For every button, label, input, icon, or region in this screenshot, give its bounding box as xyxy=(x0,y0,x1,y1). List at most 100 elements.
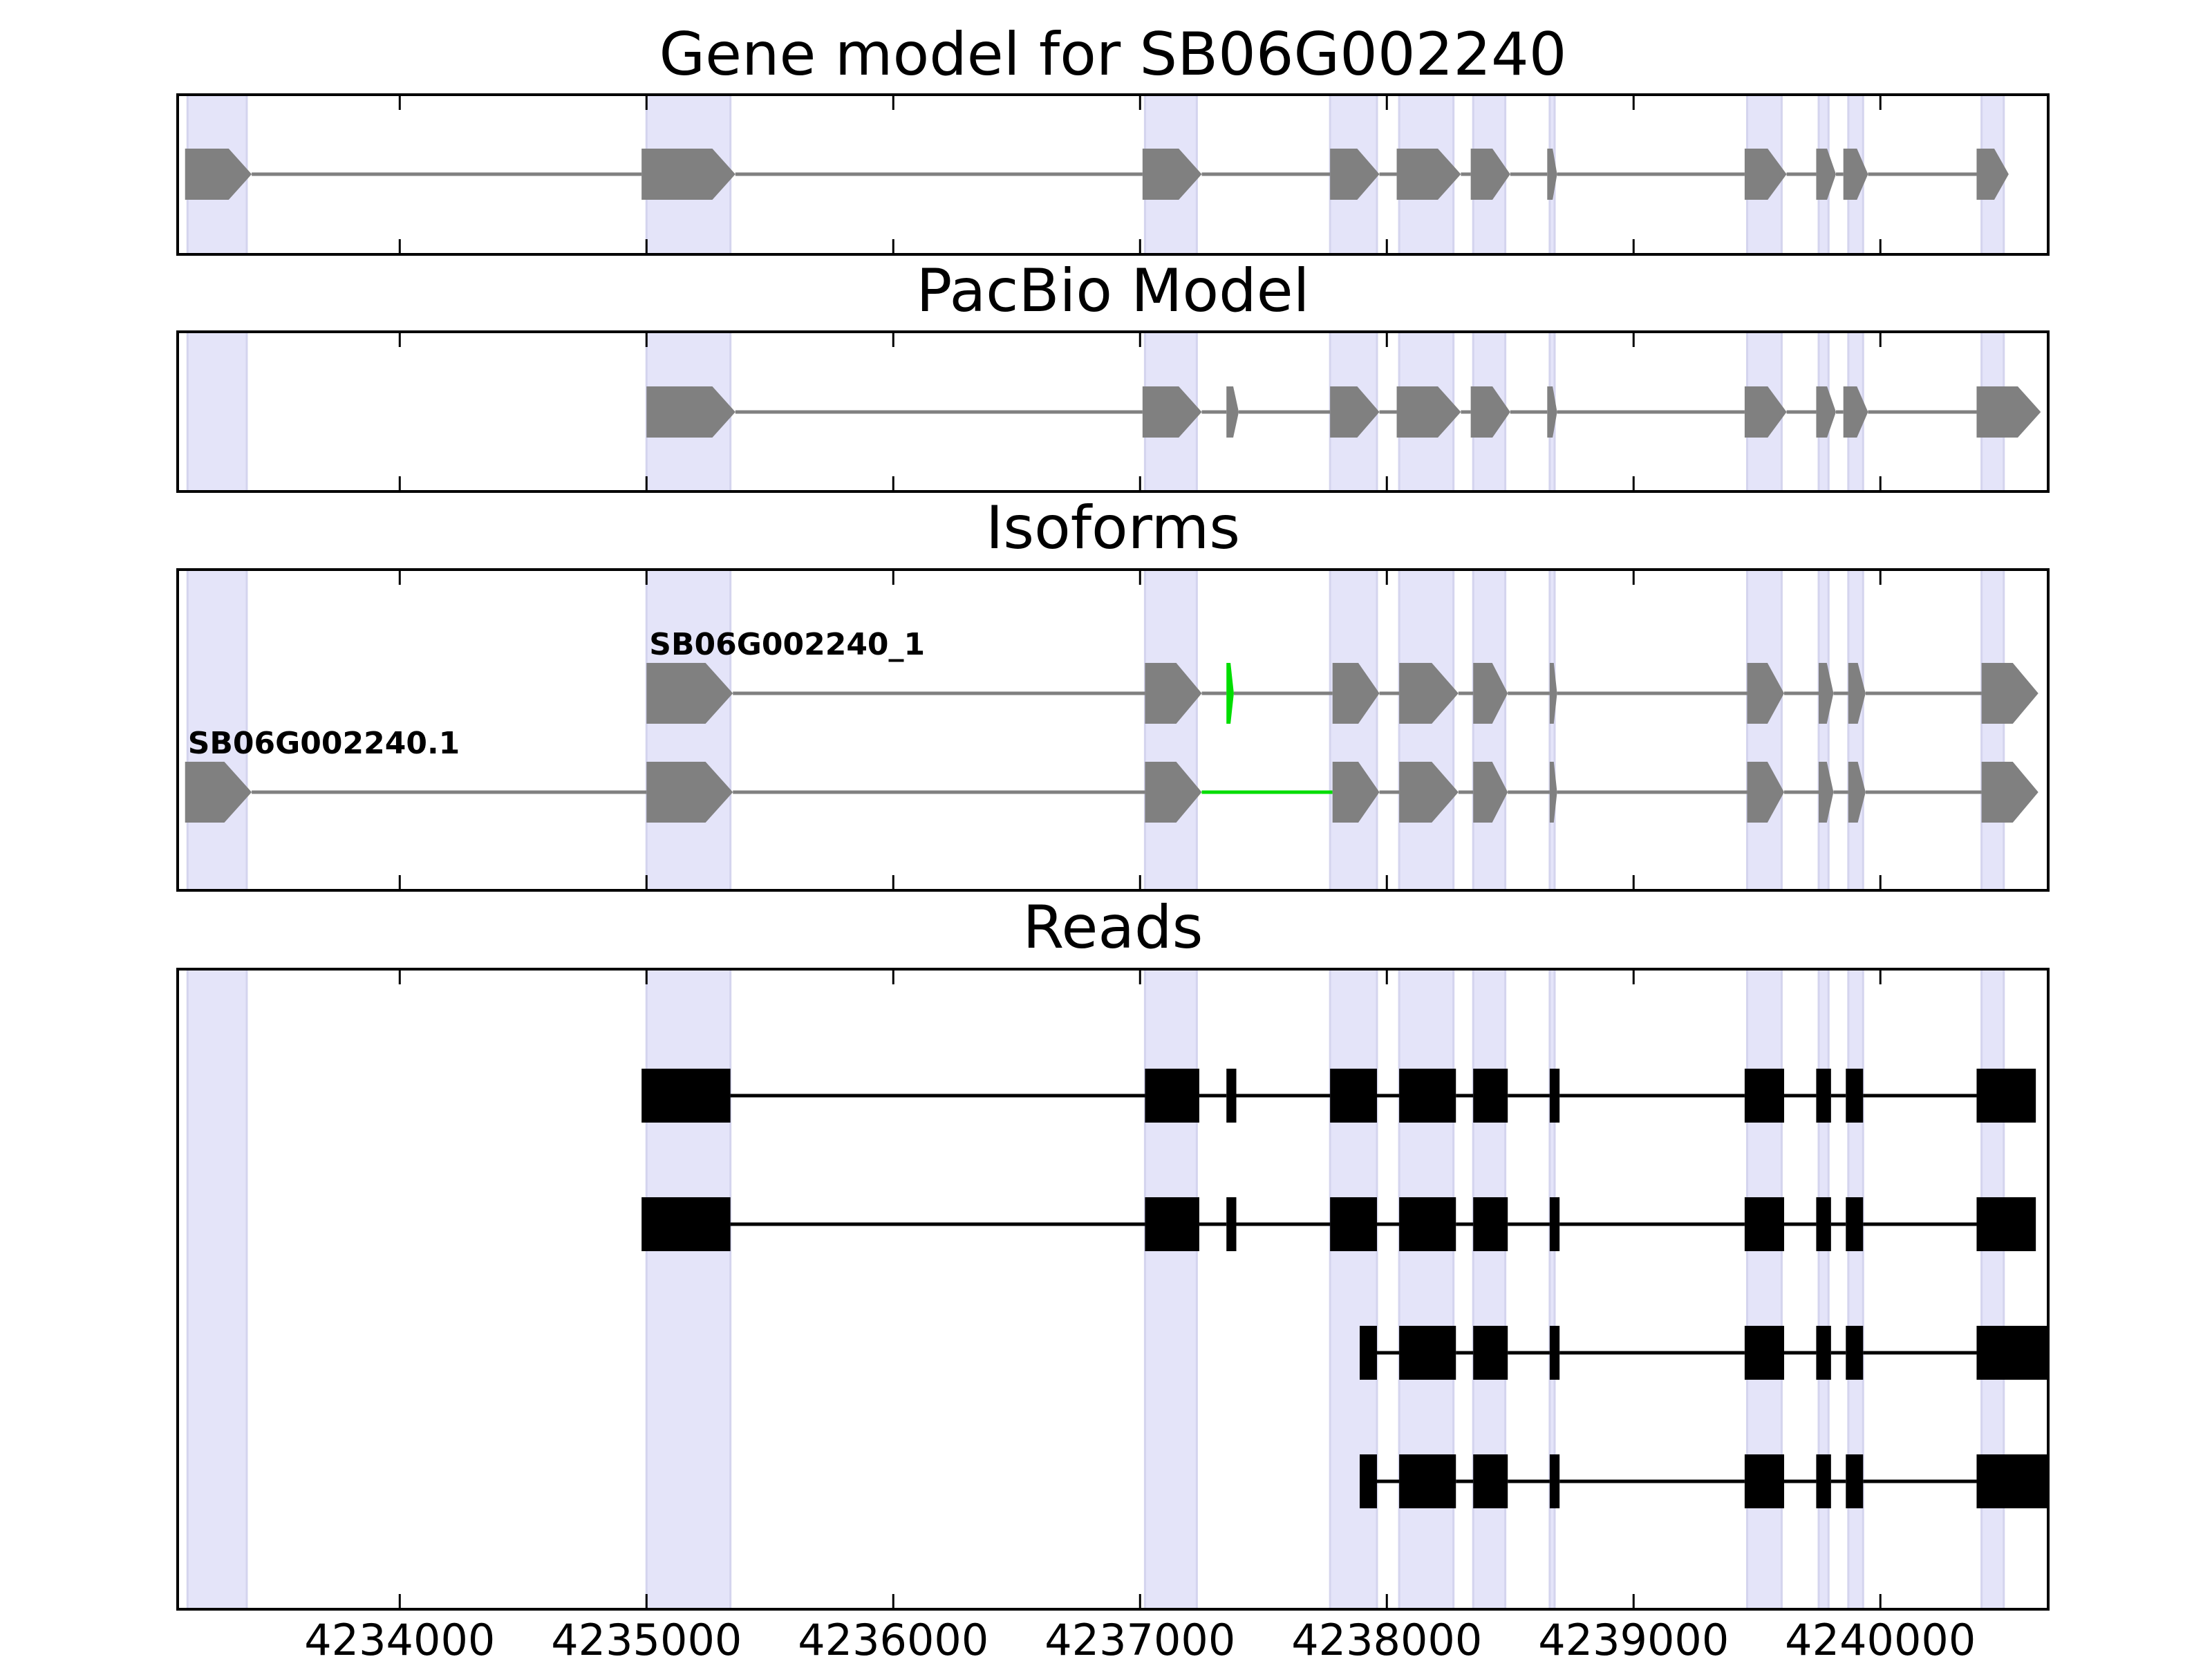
read-exon xyxy=(1549,1454,1560,1508)
x-tick-label: 4236000 xyxy=(798,1615,988,1659)
x-tick-label: 4238000 xyxy=(1291,1615,1482,1659)
x-tick-label: 4239000 xyxy=(1538,1615,1729,1659)
read-exon xyxy=(1816,1069,1831,1123)
highlight-region xyxy=(1329,968,1378,1611)
exon-arrow xyxy=(646,386,735,438)
highlight-region xyxy=(1143,568,1198,892)
highlight-region xyxy=(1817,968,1830,1611)
read-exon xyxy=(1744,1069,1785,1123)
exon-arrow xyxy=(1981,762,2038,823)
exon-arrow xyxy=(641,149,735,200)
exon-arrow xyxy=(1399,762,1459,823)
exon-arrow xyxy=(1226,386,1239,438)
read-exon xyxy=(1549,1069,1560,1123)
highlight-region xyxy=(1329,568,1378,892)
read-exon xyxy=(1145,1197,1199,1251)
read-exon xyxy=(1816,1326,1831,1380)
read-exon xyxy=(1330,1197,1377,1251)
read-exon xyxy=(1226,1197,1237,1251)
exon-arrow xyxy=(1976,386,2041,438)
exon-arrow xyxy=(1226,663,1234,724)
read-exon xyxy=(1399,1326,1456,1380)
exon-arrow xyxy=(1332,663,1380,724)
exon-arrow xyxy=(1332,762,1380,823)
panel-frame xyxy=(176,330,2050,493)
highlight-region xyxy=(1143,968,1198,1611)
exon-arrow xyxy=(1396,149,1461,200)
exon-arrow xyxy=(1473,663,1508,724)
exon-arrow xyxy=(1549,762,1557,823)
highlight-region xyxy=(1548,568,1556,892)
isoform-label: SB06G002240.1 xyxy=(188,726,460,761)
isoform-label: SB06G002240_1 xyxy=(649,627,925,662)
read-exon xyxy=(1359,1326,1377,1380)
exon-arrow xyxy=(1816,386,1836,438)
x-tick-label: 4237000 xyxy=(1044,1615,1235,1659)
highlight-region xyxy=(1980,568,2005,892)
read-exon xyxy=(1846,1326,1864,1380)
panel-frame xyxy=(176,968,2050,1611)
read-exon xyxy=(1816,1197,1831,1251)
text-layer: Gene model for SB06G002240 PacBio Model SB… xyxy=(188,20,1976,1659)
exon-arrow xyxy=(1848,663,1866,724)
read-exon xyxy=(1744,1326,1785,1380)
read-exon xyxy=(1473,1326,1508,1380)
read-exon xyxy=(1359,1454,1377,1508)
read-exon xyxy=(1226,1069,1237,1123)
exon-arrow xyxy=(1818,762,1834,823)
read-exon xyxy=(1473,1069,1508,1123)
read-exon xyxy=(1145,1069,1199,1123)
highlight-region xyxy=(1548,968,1556,1611)
read-exon xyxy=(1399,1197,1456,1251)
read-exon xyxy=(1816,1454,1831,1508)
exon-arrow xyxy=(1744,149,1787,200)
read-exon xyxy=(641,1197,731,1251)
x-tick-label: 4234000 xyxy=(304,1615,495,1659)
exon-arrow xyxy=(646,663,733,724)
read-exon xyxy=(1399,1454,1456,1508)
exon-arrow xyxy=(1744,386,1787,438)
exon-arrow xyxy=(1142,386,1202,438)
read-exon xyxy=(1744,1197,1785,1251)
panel-title: Isoforms xyxy=(986,494,1240,563)
panel-title: PacBio Model xyxy=(916,256,1309,326)
highlight-region xyxy=(1398,968,1455,1611)
read-exon xyxy=(1976,1197,2036,1251)
read-exon xyxy=(1976,1454,2048,1508)
read-exon xyxy=(641,1069,731,1123)
feature-layer xyxy=(185,149,2048,1508)
read-exon xyxy=(1399,1069,1456,1123)
exon-arrow xyxy=(1142,149,1202,200)
exon-arrow xyxy=(1547,149,1557,200)
exon-arrow xyxy=(1145,762,1202,823)
highlight-region xyxy=(186,568,248,892)
exon-arrow xyxy=(1848,762,1866,823)
highlight-region xyxy=(1847,568,1864,892)
read-exon xyxy=(1549,1326,1560,1380)
exon-arrow xyxy=(1843,149,1868,200)
exon-arrow xyxy=(1747,762,1785,823)
exon-arrow xyxy=(185,762,252,823)
highlight-region xyxy=(1847,968,1864,1611)
exon-arrow xyxy=(1145,663,1202,724)
exon-arrow xyxy=(1549,663,1557,724)
read-exon xyxy=(1473,1454,1508,1508)
panel-title: Gene model for SB06G002240 xyxy=(659,20,1567,89)
read-exon xyxy=(1976,1326,2048,1380)
exon-arrow xyxy=(1843,386,1868,438)
exon-arrow xyxy=(1816,149,1836,200)
exon-arrow xyxy=(1473,762,1508,823)
exon-arrow xyxy=(1747,663,1785,724)
panel-frame xyxy=(176,93,2050,256)
exon-arrow xyxy=(1976,149,2009,200)
frame-layer xyxy=(176,93,2050,1611)
exon-arrow xyxy=(1981,663,2038,724)
exon-arrow xyxy=(1330,149,1380,200)
read-exon xyxy=(1549,1197,1560,1251)
highlight-region xyxy=(1398,568,1455,892)
highlight-region xyxy=(1745,568,1783,892)
exon-arrow xyxy=(1818,663,1834,724)
read-exon xyxy=(1846,1069,1864,1123)
exon-arrow xyxy=(1399,663,1459,724)
read-exon xyxy=(1330,1069,1377,1123)
